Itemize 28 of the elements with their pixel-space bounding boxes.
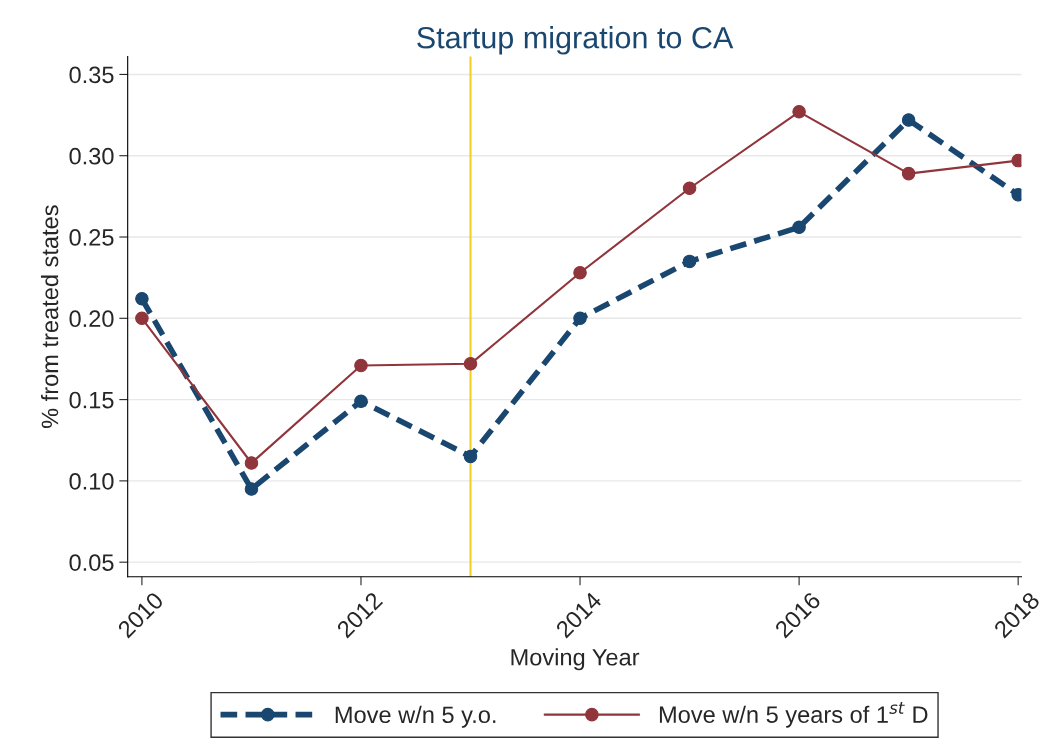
point <box>682 181 697 196</box>
point <box>573 311 587 326</box>
y-axis-title: % from treated states <box>40 205 59 429</box>
point <box>135 292 149 306</box>
y-tick-label: 0.10 <box>69 472 114 490</box>
point <box>135 311 149 326</box>
y-tick-label: 0.35 <box>69 66 114 84</box>
point <box>244 456 259 470</box>
point <box>354 394 368 408</box>
point <box>682 254 697 269</box>
y-tick-label: 0.30 <box>69 147 114 165</box>
point <box>573 266 587 280</box>
x-axis-title: Moving Year <box>511 648 640 671</box>
point <box>463 449 478 464</box>
chart-title: Startup migration to CA <box>417 26 734 55</box>
y-tick-label: 0.25 <box>69 229 114 246</box>
y-tick-label: 0.05 <box>69 554 114 571</box>
point <box>792 220 806 235</box>
y-tick-label: 0.20 <box>69 310 114 328</box>
legend-label: Move w/n 5 years of 1$^{st}$ D <box>659 702 928 728</box>
legend-label: Move w/n 5 y.o. <box>335 705 496 728</box>
point <box>901 113 916 127</box>
point <box>354 358 368 373</box>
y-tick-label: 0.15 <box>69 391 114 409</box>
point <box>244 482 259 496</box>
point <box>901 166 916 181</box>
point <box>463 357 478 371</box>
point <box>792 105 806 119</box>
